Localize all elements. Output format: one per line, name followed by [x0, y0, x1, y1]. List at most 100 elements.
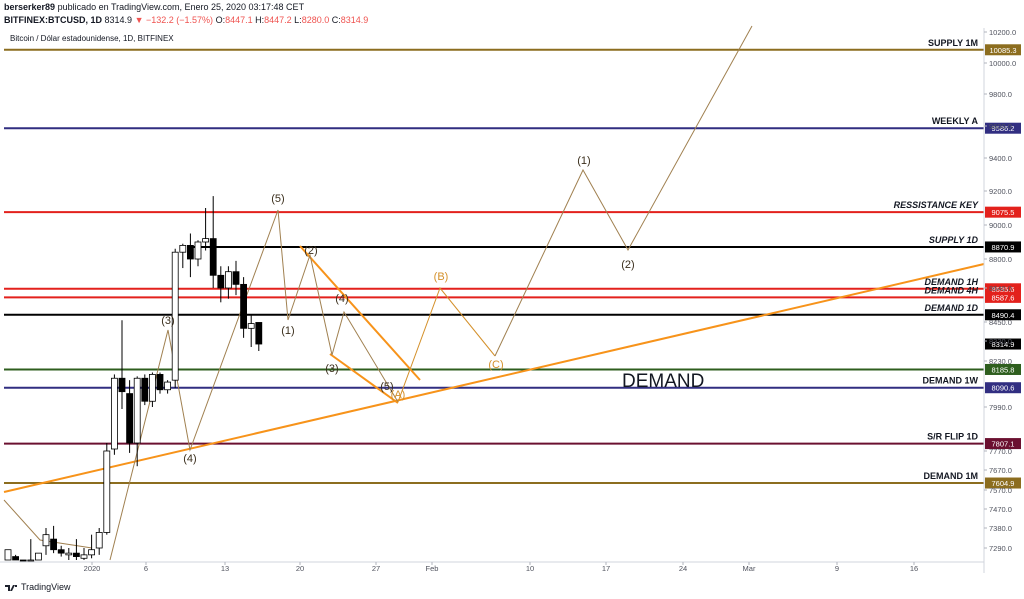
abc-correction-path[interactable] — [397, 287, 496, 403]
time-tick-label: 13 — [221, 564, 229, 573]
level-price-tag-text: 7604.9 — [992, 479, 1015, 488]
candle-body — [50, 538, 57, 551]
level-name-label: S/R FLIP 1D — [927, 432, 978, 442]
level-price-tag-text: 9075.5 — [992, 208, 1015, 217]
level-price-tag-text: 8090.6 — [992, 384, 1015, 393]
candle-body — [156, 374, 164, 391]
close-label: C: — [331, 15, 341, 25]
candle-body — [209, 238, 217, 276]
candle-body — [148, 374, 156, 402]
wave-label-correction: (A) — [391, 389, 406, 401]
candle-body — [88, 549, 95, 556]
trend-lines[interactable] — [3, 245, 985, 493]
level-price-tag-text: 8185.8 — [992, 365, 1015, 374]
footer: TradingView — [4, 582, 71, 592]
price-tick-label: 9800.0 — [989, 90, 1012, 99]
rising-trendline[interactable] — [3, 263, 985, 493]
price-tick-label: 7770.0 — [989, 447, 1012, 456]
symbol-name[interactable]: BITFINEX:BTCUSD, 1D — [4, 15, 103, 25]
candle-body — [103, 450, 111, 533]
wave-label-projection: (1) — [577, 155, 590, 167]
author-name[interactable]: berserker89 — [4, 2, 56, 12]
level-price-tag — [985, 122, 1021, 134]
wave-labels: (3)(4)(5)(1)(2)(3)(4)(5)(A)(B)(C)(1)(2) — [161, 155, 634, 465]
candle-body — [80, 554, 88, 559]
wave-label-main: (4) — [183, 453, 196, 465]
horizontal-levels[interactable] — [4, 48, 984, 485]
level-price-tag — [985, 363, 1021, 375]
high-value: 8447.2 — [264, 15, 292, 25]
wedge-upper-line[interactable] — [299, 245, 421, 381]
candle-body — [194, 241, 202, 260]
level-price-tag — [985, 291, 1021, 303]
level-name-label: DEMAND 1H — [924, 277, 978, 287]
level-name-label: SUPPLY 1M — [928, 38, 978, 48]
level-price-tag — [985, 283, 1021, 295]
wave-label-correction: (C) — [488, 359, 503, 371]
candle-body — [179, 244, 187, 253]
low-label: L: — [294, 15, 302, 25]
time-tick-label: 27 — [372, 564, 380, 573]
price-tick-label: 7670.0 — [989, 466, 1012, 475]
price-tick-label: 7470.0 — [989, 505, 1012, 514]
candle-body — [4, 549, 12, 561]
time-tick-label: 9 — [835, 564, 839, 573]
wave-label-main: (3) — [325, 363, 338, 375]
candle-body — [12, 556, 20, 561]
level-name-label: WEEKLY A — [932, 116, 979, 126]
candle-body — [202, 238, 210, 243]
level-price-tag — [985, 309, 1021, 321]
price-tick-label: 8450.0 — [989, 318, 1012, 327]
price-tick-label: 8230.0 — [989, 357, 1012, 366]
candle-body — [111, 377, 118, 450]
time-tick-label: Mar — [743, 564, 756, 573]
level-price-tag-text: 7807.1 — [992, 440, 1015, 449]
time-axis[interactable]: 2020 6 13 20 27 Feb 10 17 24 Mar 9 16 — [0, 561, 984, 573]
candle-body — [42, 534, 50, 547]
time-tick-label: Feb — [426, 564, 439, 573]
candle-body — [118, 377, 126, 393]
wave-label-main: (2) — [304, 245, 317, 257]
candle-body — [186, 244, 194, 260]
wave-label-main: (3) — [161, 315, 174, 327]
level-labels: 10085.3 SUPPLY 1M 9586.2 WEEKLY A 9075.5 RESS… — [894, 38, 1021, 489]
candle-body — [247, 323, 255, 329]
candle-body — [141, 377, 149, 402]
brand-name[interactable]: TradingView — [21, 582, 71, 592]
level-price-tag — [985, 438, 1021, 450]
chart-header: berserker89 publicado en TradingView.com… — [0, 0, 984, 30]
tradingview-logo-icon[interactable] — [4, 583, 18, 592]
time-tick-label: 20 — [296, 564, 304, 573]
candle-body — [133, 377, 141, 444]
prior-wave-path[interactable] — [3, 499, 93, 549]
last-price-tag — [985, 338, 1021, 350]
level-price-tag — [985, 241, 1021, 253]
last-price: 8314.9 — [104, 15, 133, 25]
wedge-lower-line[interactable] — [329, 353, 399, 404]
time-tick-label: 24 — [679, 564, 687, 573]
level-price-tag-text: 9586.2 — [992, 124, 1015, 133]
projected-wave-path[interactable] — [494, 25, 753, 357]
wave-label-correction: (B) — [434, 271, 449, 283]
price-tick-label: 8330.0 — [989, 337, 1012, 346]
level-name-label: DEMAND 1D — [924, 303, 978, 313]
price-tick-label: 10000.0 — [989, 59, 1016, 68]
low-value: 8280.0 — [301, 15, 330, 25]
candle-body — [73, 552, 80, 557]
level-price-tag-text: 8587.6 — [992, 293, 1015, 302]
candle-body — [65, 552, 73, 556]
wave-label-projection: (2) — [621, 259, 634, 271]
high-label: H: — [255, 15, 265, 25]
price-tick-label: 9400.0 — [989, 154, 1012, 163]
candle-body — [57, 549, 65, 554]
time-tick-label: 17 — [602, 564, 610, 573]
level-price-tag — [985, 382, 1021, 394]
plot-background — [0, 28, 984, 573]
level-price-tag-text: 8870.9 — [992, 243, 1015, 252]
candle-body — [217, 274, 225, 289]
level-name-label: DEMAND 1W — [923, 376, 979, 386]
level-name-label: RESSISTANCE KEY — [894, 200, 979, 210]
price-axis[interactable]: 7290.0 7380.0 7470.0 7570.0 7670.0 7770.0 7990… — [983, 28, 1016, 573]
price-tick-label: 7380.0 — [989, 524, 1012, 533]
